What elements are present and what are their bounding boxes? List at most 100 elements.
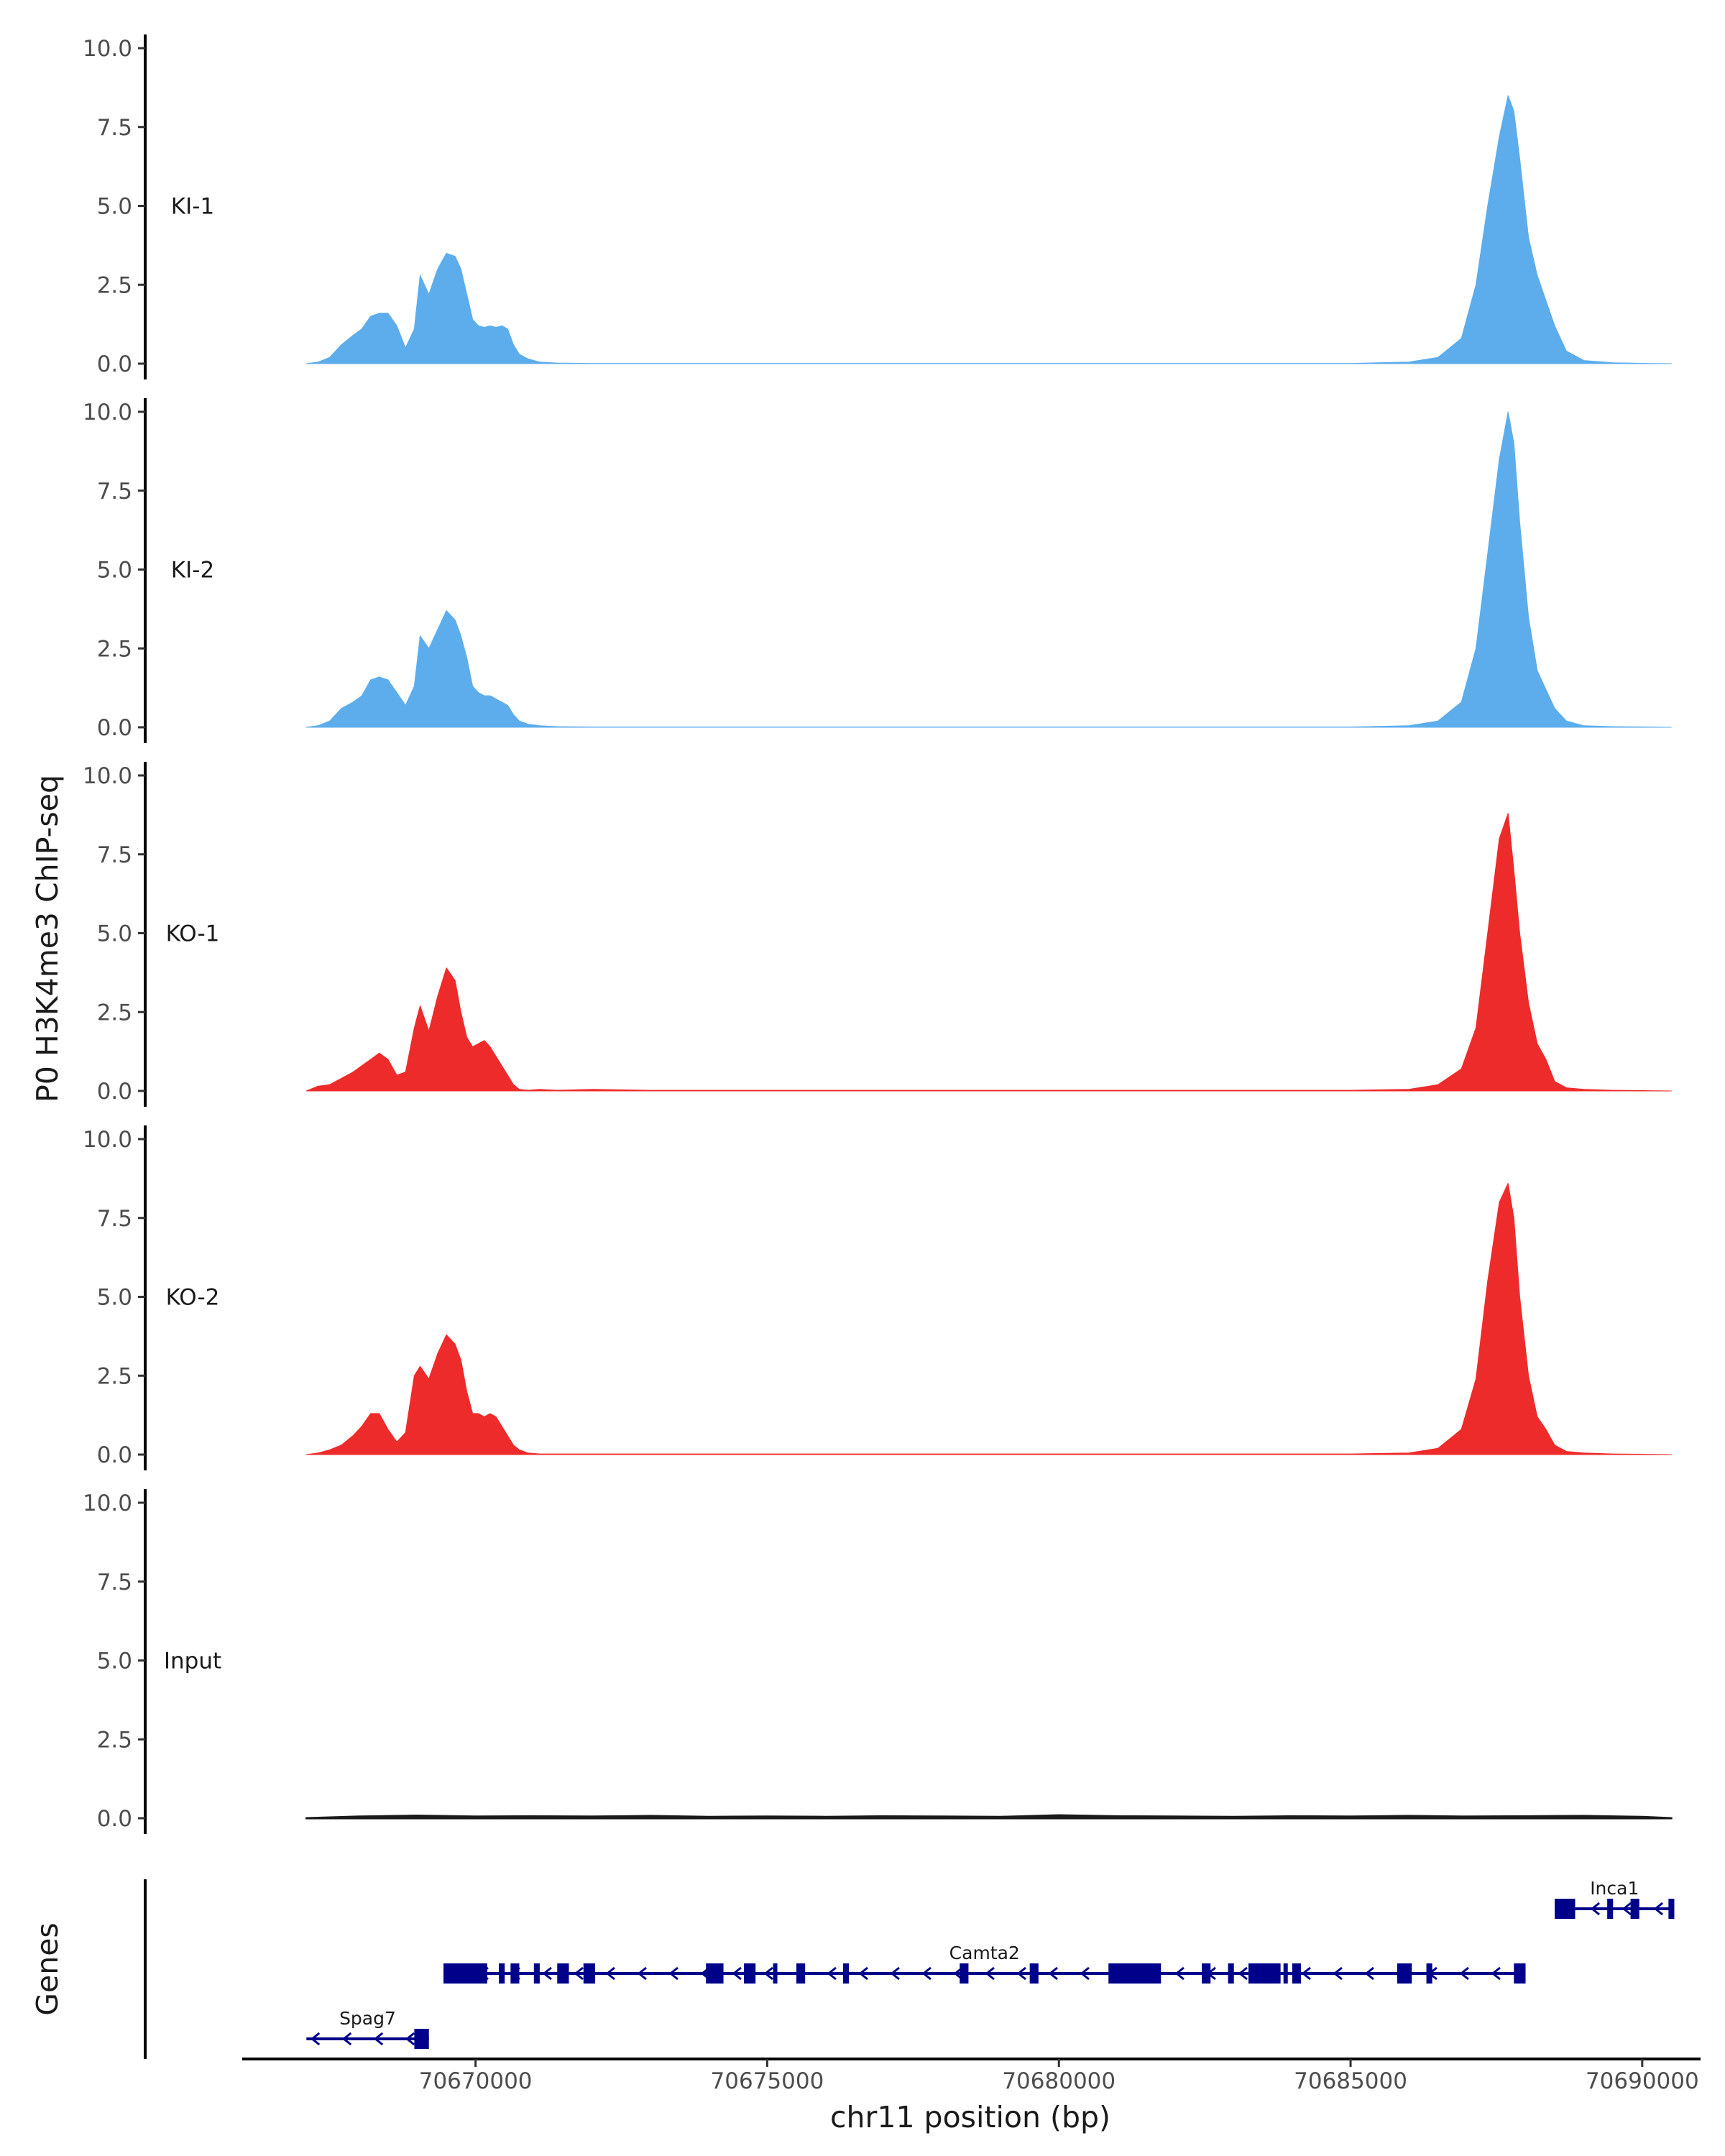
exon bbox=[960, 1963, 969, 1984]
strand-arrow bbox=[827, 1966, 837, 1981]
y-tick-label: 2.5 bbox=[97, 1727, 132, 1753]
y-axis-title: P0 H3K4me3 ChIP-seq bbox=[30, 775, 65, 1102]
exon bbox=[1248, 1963, 1281, 1984]
y-tick-label: 10.0 bbox=[83, 36, 132, 62]
exon bbox=[583, 1963, 596, 1984]
y-tick-label: 2.5 bbox=[97, 1363, 132, 1389]
strand-arrow bbox=[1333, 1966, 1343, 1981]
strand-arrow bbox=[373, 2032, 384, 2046]
exon bbox=[1397, 1963, 1412, 1984]
strand-arrow bbox=[574, 1966, 584, 1981]
y-tick-label: 2.5 bbox=[97, 272, 132, 298]
gene-label: Inca1 bbox=[1590, 1878, 1639, 1899]
y-tick-label: 5.0 bbox=[97, 921, 132, 947]
exon bbox=[533, 1963, 540, 1984]
track-ko-2: 0.0 2.5 5.0 7.5 10.0 KO-2 bbox=[83, 1125, 1672, 1470]
track-ki-2: 0.0 2.5 5.0 7.5 10.0 KI-2 bbox=[83, 398, 1672, 743]
signal-area bbox=[305, 95, 1672, 364]
x-tick-label: 70670000 bbox=[419, 2068, 533, 2094]
strand-arrow bbox=[985, 1966, 995, 1981]
exon bbox=[1607, 1899, 1614, 1919]
strand-arrow bbox=[310, 2032, 321, 2046]
y-tick-label: 5.0 bbox=[97, 194, 132, 220]
exon bbox=[510, 1963, 520, 1984]
strand-arrow bbox=[1590, 1902, 1601, 1916]
exon bbox=[499, 1963, 505, 1984]
strand-arrow bbox=[1301, 1966, 1311, 1981]
exon bbox=[1555, 1899, 1576, 1919]
y-tick-label: 5.0 bbox=[97, 1649, 132, 1674]
y-tick-label: 7.5 bbox=[97, 842, 132, 868]
track-ko-1: 0.0 2.5 5.0 7.5 10.0 KO-1 bbox=[83, 762, 1672, 1107]
gene-label: Camta2 bbox=[949, 1943, 1020, 1963]
exon bbox=[796, 1963, 806, 1984]
exon bbox=[1668, 1899, 1675, 1919]
gene-spag7: Spag7 bbox=[306, 2008, 429, 2049]
exon bbox=[1228, 1963, 1234, 1984]
y-tick-label: 10.0 bbox=[83, 400, 132, 425]
exon bbox=[414, 2029, 429, 2049]
track-label: KI-2 bbox=[171, 558, 214, 584]
strand-arrow bbox=[1080, 1966, 1090, 1981]
strand-arrow bbox=[921, 1966, 932, 1981]
exon bbox=[1283, 1963, 1288, 1984]
strand-arrow bbox=[1048, 1966, 1058, 1981]
track-label: Input bbox=[164, 1649, 221, 1674]
strand-arrow bbox=[732, 1966, 742, 1981]
strand-arrow bbox=[1491, 1966, 1501, 1981]
y-tick-label: 2.5 bbox=[97, 1000, 132, 1026]
strand-arrow bbox=[1174, 1966, 1184, 1981]
exon bbox=[773, 1963, 778, 1984]
signal-area bbox=[305, 1814, 1673, 1820]
exon bbox=[1108, 1963, 1162, 1984]
exon bbox=[842, 1963, 850, 1984]
strand-arrow bbox=[1653, 1902, 1664, 1916]
signal-area bbox=[305, 411, 1672, 728]
track-label: KO-2 bbox=[166, 1285, 220, 1311]
track-label: KO-1 bbox=[166, 921, 220, 947]
y-tick-label: 0.0 bbox=[97, 1079, 132, 1105]
track-input: 0.0 2.5 5.0 7.5 10.0 Input bbox=[83, 1489, 1673, 1834]
strand-arrow bbox=[668, 1966, 678, 1981]
y-tick-label: 10.0 bbox=[83, 1127, 132, 1153]
strand-arrow bbox=[542, 1966, 552, 1981]
strand-arrow bbox=[1016, 1966, 1026, 1981]
y-tick-label: 7.5 bbox=[97, 115, 132, 141]
exon bbox=[743, 1963, 756, 1984]
strand-arrow bbox=[637, 1966, 647, 1981]
x-tick-label: 70680000 bbox=[1002, 2068, 1116, 2094]
signal-area bbox=[305, 1183, 1672, 1455]
exon bbox=[1029, 1963, 1039, 1984]
x-axis-title: chr11 position (bp) bbox=[830, 2100, 1110, 2134]
gene-camta2: Camta2 bbox=[443, 1943, 1526, 1984]
x-tick-label: 70675000 bbox=[711, 2068, 824, 2094]
y-tick-label: 7.5 bbox=[97, 1206, 132, 1232]
exon bbox=[443, 1963, 487, 1984]
exon bbox=[706, 1963, 724, 1984]
y-tick-label: 7.5 bbox=[97, 479, 132, 505]
x-tick-label: 70685000 bbox=[1294, 2068, 1407, 2094]
strand-arrow bbox=[1238, 1966, 1248, 1981]
strand-arrow bbox=[858, 1966, 868, 1981]
strand-arrow bbox=[1622, 1902, 1632, 1916]
gene-inca1: Inca1 bbox=[1555, 1878, 1675, 1919]
strand-arrow bbox=[1364, 1966, 1374, 1981]
strand-arrow bbox=[341, 2032, 352, 2046]
y-tick-label: 2.5 bbox=[97, 636, 132, 662]
track-ki-1: 0.0 2.5 5.0 7.5 10.0 KI-1 bbox=[83, 34, 1672, 379]
y-tick-label: 10.0 bbox=[83, 763, 132, 789]
y-tick-label: 0.0 bbox=[97, 715, 132, 741]
y-tick-label: 0.0 bbox=[97, 1442, 132, 1468]
exon bbox=[557, 1963, 569, 1984]
x-axis: 70670000 70675000 70680000 70685000 70690000 bbox=[242, 2058, 1701, 2094]
strand-arrow bbox=[605, 1966, 615, 1981]
x-tick-label: 70690000 bbox=[1586, 2068, 1699, 2094]
exon bbox=[1514, 1963, 1526, 1984]
y-tick-label: 5.0 bbox=[97, 1285, 132, 1311]
gene-track: Inca1 Camta2 Spag7 bbox=[144, 1878, 1675, 2059]
exon bbox=[1292, 1963, 1302, 1984]
y-tick-label: 0.0 bbox=[97, 1806, 132, 1832]
y-tick-label: 0.0 bbox=[97, 351, 132, 377]
y-tick-label: 7.5 bbox=[97, 1570, 132, 1595]
